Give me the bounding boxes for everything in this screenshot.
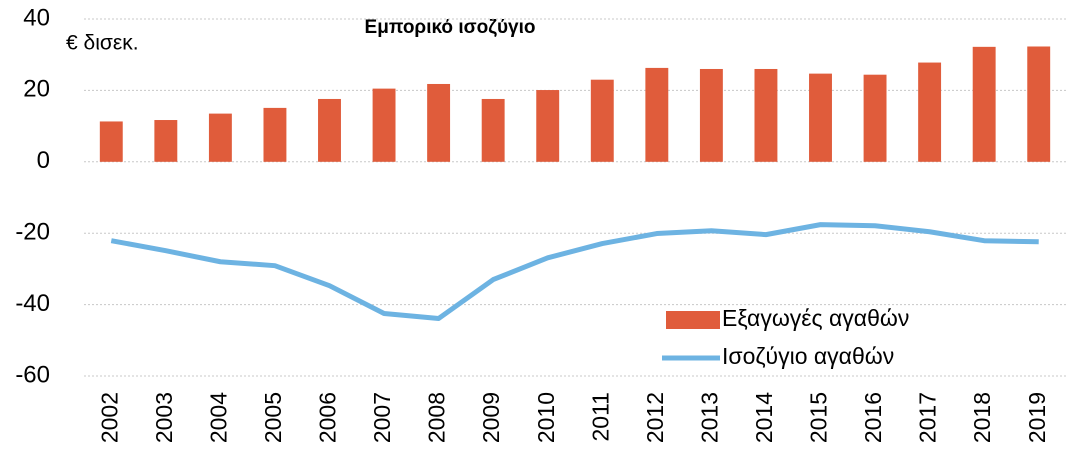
x-tick-label: 2016 <box>860 392 886 443</box>
bar <box>699 68 723 162</box>
y-tick-label: -60 <box>15 361 50 388</box>
x-tick-label: 2015 <box>806 392 832 443</box>
x-tick-label: 2008 <box>424 392 450 443</box>
chart-title: Εμπορικό ισοζύγιο <box>365 17 536 38</box>
bar <box>809 73 832 162</box>
x-tick-label: 2007 <box>369 392 395 443</box>
x-tick-label: 2010 <box>533 392 559 443</box>
x-tick-label: 2004 <box>205 392 231 443</box>
x-tick-label: 2019 <box>1024 392 1050 443</box>
bar <box>754 68 778 162</box>
bar <box>99 121 123 162</box>
x-tick-label: 2017 <box>915 392 941 443</box>
bar <box>154 120 178 162</box>
bar <box>536 90 560 162</box>
bar <box>972 46 996 162</box>
bar <box>645 67 669 162</box>
y-tick-label: 0 <box>37 147 50 174</box>
bar <box>427 83 451 162</box>
y-axis-label: € δισεκ. <box>66 32 139 55</box>
legend-label: Εξαγωγές αγαθών <box>722 305 909 331</box>
bar <box>1027 46 1051 162</box>
x-tick-label: 2002 <box>96 392 122 443</box>
x-tick-label: 2006 <box>315 392 341 443</box>
y-tick-label: -20 <box>15 219 50 246</box>
bar <box>318 98 341 162</box>
x-tick-label: 2013 <box>696 392 722 443</box>
line <box>110 222 1039 322</box>
bar <box>208 113 232 162</box>
bar <box>481 98 505 162</box>
y-tick-label: -40 <box>15 290 50 317</box>
x-tick-label: 2009 <box>478 392 504 443</box>
legend-label: Ισοζύγιο αγαθών <box>722 343 894 369</box>
x-tick-label: 2014 <box>751 392 777 443</box>
bar <box>590 79 614 162</box>
x-tick-label: 2011 <box>587 392 613 441</box>
x-tick-label: 2005 <box>260 392 286 443</box>
bar <box>918 62 942 162</box>
y-tick-label: 20 <box>23 76 50 103</box>
x-tick-label: 2012 <box>642 392 668 443</box>
x-tick-label: 2003 <box>151 392 177 443</box>
y-tick-label: 40 <box>23 4 50 31</box>
bar <box>372 88 396 162</box>
bar <box>263 107 287 162</box>
legend-swatch <box>666 311 720 329</box>
bar <box>863 74 887 162</box>
x-tick-label: 2018 <box>969 392 995 443</box>
